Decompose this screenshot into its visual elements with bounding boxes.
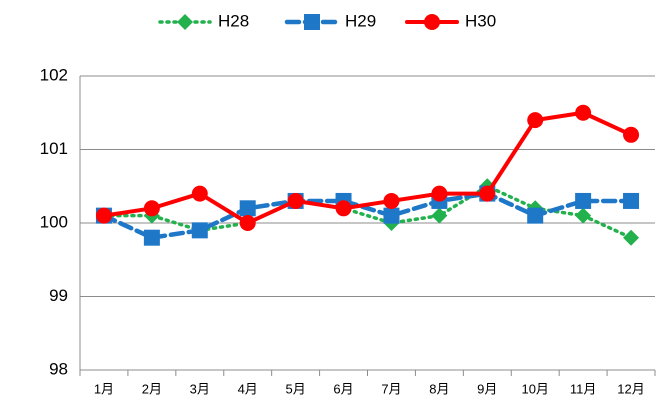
x-tick-label: 5月 (286, 381, 306, 396)
data-point (143, 200, 160, 217)
x-tick-label: 2月 (142, 381, 162, 396)
x-tick-label: 12月 (617, 381, 644, 396)
data-point (287, 192, 304, 209)
data-point (383, 192, 400, 209)
y-tick-label: 101 (40, 139, 68, 158)
data-point (143, 229, 160, 246)
data-point (335, 200, 352, 217)
legend-label: H29 (345, 11, 376, 30)
x-tick-label: 3月 (190, 381, 210, 396)
data-point (239, 200, 256, 217)
x-tick-label: 10月 (521, 381, 548, 396)
data-point (623, 126, 640, 143)
legend-marker (304, 14, 320, 30)
series-line (101, 110, 634, 226)
y-tick-label: 100 (40, 212, 68, 231)
x-tick-label: 1月 (94, 381, 114, 396)
data-point (527, 112, 544, 129)
data-point (575, 207, 592, 224)
data-point (623, 192, 640, 209)
data-point (527, 207, 544, 224)
data-point (191, 185, 208, 202)
y-tick-label: 102 (40, 65, 68, 84)
data-point (239, 215, 256, 231)
x-tick-label: 4月 (238, 381, 258, 396)
data-point (383, 207, 400, 224)
legend-label: H28 (218, 11, 249, 30)
legend-marker (177, 14, 193, 30)
data-point (431, 185, 448, 202)
data-point (479, 185, 496, 202)
y-tick-label: 99 (49, 286, 68, 305)
data-point (575, 192, 592, 209)
x-tick-label: 7月 (381, 381, 401, 396)
x-tick-label: 11月 (570, 381, 597, 396)
legend-marker (424, 14, 440, 30)
x-tick-label: 9月 (477, 381, 497, 396)
data-point (575, 104, 592, 121)
x-tick-label: 6月 (333, 381, 353, 396)
data-point (95, 207, 112, 224)
legend-label: H30 (465, 11, 496, 30)
x-tick-label: 8月 (429, 381, 449, 396)
y-tick-label: 98 (49, 359, 68, 378)
data-point (431, 207, 448, 224)
data-point (623, 229, 640, 246)
data-point (191, 222, 208, 239)
